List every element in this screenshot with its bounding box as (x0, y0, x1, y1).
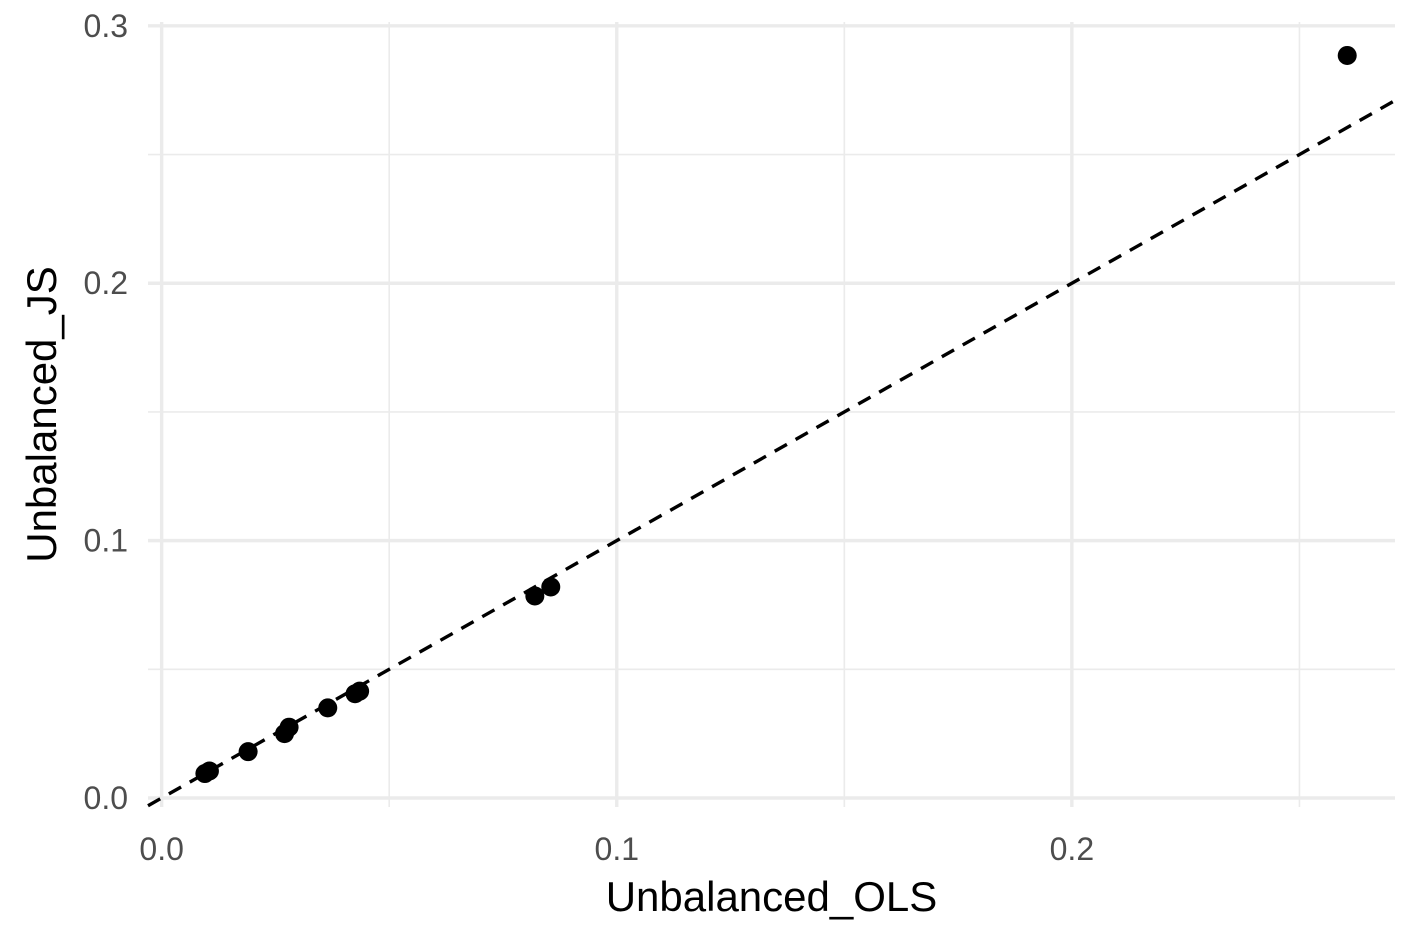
x-axis-ticks: 0.0 0.1 0.2 (139, 831, 1094, 867)
data-point (199, 761, 219, 781)
y-tick-label: 0.3 (84, 8, 128, 44)
reference-line (147, 99, 1396, 808)
y-tick-label: 0.1 (84, 523, 128, 559)
y-axis-title: Unbalanced_JS (18, 266, 65, 563)
data-point (318, 698, 338, 718)
data-point (279, 717, 299, 737)
data-points (195, 45, 1357, 784)
y-tick-label: 0.0 (84, 780, 128, 816)
x-axis-title: Unbalanced_OLS (606, 873, 938, 920)
major-gridlines (148, 22, 1395, 807)
y-axis-ticks: 0.0 0.1 0.2 0.3 (84, 8, 128, 816)
minor-gridlines (148, 22, 1395, 807)
reference-line-group (147, 99, 1396, 808)
data-point (541, 577, 561, 597)
data-point (1337, 45, 1357, 65)
y-tick-label: 0.2 (84, 265, 128, 301)
data-point (525, 586, 545, 606)
data-point (238, 742, 258, 762)
data-point (350, 681, 370, 701)
x-tick-label: 0.2 (1050, 831, 1094, 867)
x-tick-label: 0.0 (139, 831, 183, 867)
x-tick-label: 0.1 (595, 831, 639, 867)
